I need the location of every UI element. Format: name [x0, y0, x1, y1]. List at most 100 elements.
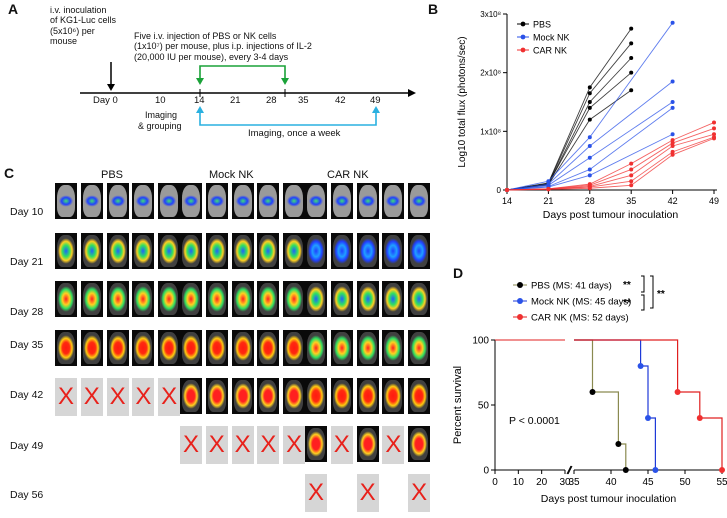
day-label-49: Day 49 — [10, 440, 44, 452]
data-point-car-nk — [670, 152, 675, 157]
mouse-image — [408, 378, 431, 414]
survival-event-car-nk — [696, 415, 703, 421]
day-label-56: Day 56 — [10, 489, 44, 501]
mouse-image — [257, 233, 280, 269]
survival-event-mock-nk — [652, 467, 659, 473]
imaging-grouping-2: & grouping — [138, 121, 182, 131]
deceased-marker: X — [231, 426, 254, 464]
data-point-car-nk — [670, 149, 675, 154]
data-point-car-nk — [629, 183, 634, 188]
data-point-car-nk — [712, 132, 716, 137]
series-line-mock-nk — [506, 101, 673, 191]
mouse-image — [158, 233, 181, 269]
sig-bracket-bottom — [641, 294, 645, 311]
imaging-weekly-label: Imaging, once a week — [248, 128, 341, 139]
y-tick-label: 1x10⁸ — [480, 127, 501, 136]
mouse-image — [132, 281, 155, 317]
mouse-image — [180, 233, 202, 269]
x-tick-label: 20 — [536, 477, 548, 488]
x-tick-label: 14 — [502, 196, 512, 206]
mouse-image — [106, 183, 129, 219]
day-label-35: Day 35 — [10, 339, 44, 351]
survival-event-car-nk — [674, 389, 681, 395]
data-point-car-nk — [712, 126, 716, 131]
legend-marker — [517, 298, 523, 304]
mouse-image — [257, 378, 280, 414]
axis-break — [566, 465, 572, 475]
mouse-image — [55, 330, 77, 366]
mouse-image — [231, 233, 254, 269]
mouse-image — [330, 330, 353, 366]
mouse-image — [132, 183, 155, 219]
mouse-image — [205, 378, 228, 414]
flux-line-chart: 14 21 28 35 42 49 0 1x10⁸ 2x10⁸ 3x10⁸ Days post tu… — [457, 10, 719, 221]
x-tick-label: 28 — [585, 196, 595, 206]
mouse-image — [408, 426, 431, 462]
mouse-image — [158, 330, 181, 366]
tick-label-10: 10 — [155, 95, 166, 106]
data-point-car-nk — [712, 120, 716, 125]
mouse-image — [205, 233, 228, 269]
inj-line-3: (20,000 IU per mouse), every 3-4 days — [134, 51, 289, 62]
data-point-pbs — [587, 85, 592, 90]
group-title-mock-nk: Mock NK — [209, 169, 254, 181]
inoc-line-4: mouse — [50, 36, 78, 47]
data-point-mock-nk — [670, 79, 675, 84]
survival-event-mock-nk — [637, 363, 644, 369]
x-axis-title: Days post tumour inoculation — [541, 493, 677, 505]
mouse-image — [356, 183, 379, 219]
deceased-marker: X — [180, 426, 202, 464]
injection-arrowhead-start — [196, 78, 204, 85]
data-point-mock-nk — [587, 167, 592, 172]
data-point-mock-nk — [587, 155, 592, 160]
series-line-car-nk — [506, 122, 715, 191]
mouse-image — [180, 281, 202, 317]
mouse-image — [382, 183, 405, 219]
timeline-diagram — [80, 62, 416, 126]
mouse-image — [305, 233, 327, 269]
mouse-image — [356, 330, 379, 366]
mouse-image — [231, 330, 254, 366]
day-label-10: Day 10 — [10, 206, 44, 218]
data-point-car-nk — [629, 167, 634, 172]
mouse-image — [180, 330, 202, 366]
series-line-mock-nk — [506, 22, 673, 191]
mouse-image — [132, 330, 155, 366]
deceased-marker: X — [55, 378, 77, 416]
mouse-image — [283, 378, 306, 414]
mouse-image — [356, 233, 379, 269]
data-point-car-nk — [670, 144, 675, 148]
mouse-image — [408, 233, 431, 269]
series-line-car-nk — [506, 137, 715, 191]
mouse-image — [257, 183, 280, 219]
mouse-image — [330, 281, 353, 317]
tick-label-14: 14 — [194, 95, 205, 106]
data-point-pbs — [629, 26, 634, 31]
x-tick-label: 42 — [668, 196, 678, 206]
data-point-car-nk — [546, 187, 551, 192]
mouse-image — [158, 183, 181, 219]
mouse-image — [106, 330, 129, 366]
survival-line-b-pbs — [574, 339, 627, 470]
survival-event-car-nk — [719, 467, 725, 473]
data-point-mock-nk — [587, 144, 592, 148]
mouse-image — [132, 233, 155, 269]
mouse-image — [283, 233, 306, 269]
sig-bracket-outer — [650, 275, 654, 309]
day-label-21: Day 21 — [10, 256, 44, 268]
mouse-image — [305, 426, 327, 462]
mouse-image — [231, 378, 254, 414]
mouse-image — [158, 281, 181, 317]
group-title-pbs: PBS — [101, 169, 124, 181]
y-tick-label: 0 — [483, 466, 489, 477]
y-tick-label: 50 — [478, 401, 490, 412]
tick-label-28: 28 — [266, 95, 277, 106]
sig-stars-outer: ** — [657, 289, 665, 300]
mouse-image — [80, 183, 103, 219]
series-line-mock-nk — [506, 133, 673, 191]
inj-line-2: (1x10⁷) per mouse, plus i.p. injections … — [134, 41, 312, 52]
data-point-pbs — [629, 41, 634, 46]
injection-note: Five i.v. injection of PBS or NK cells (… — [134, 31, 312, 62]
imaging-arrowhead-end — [372, 106, 380, 113]
legend-marker — [520, 34, 526, 40]
